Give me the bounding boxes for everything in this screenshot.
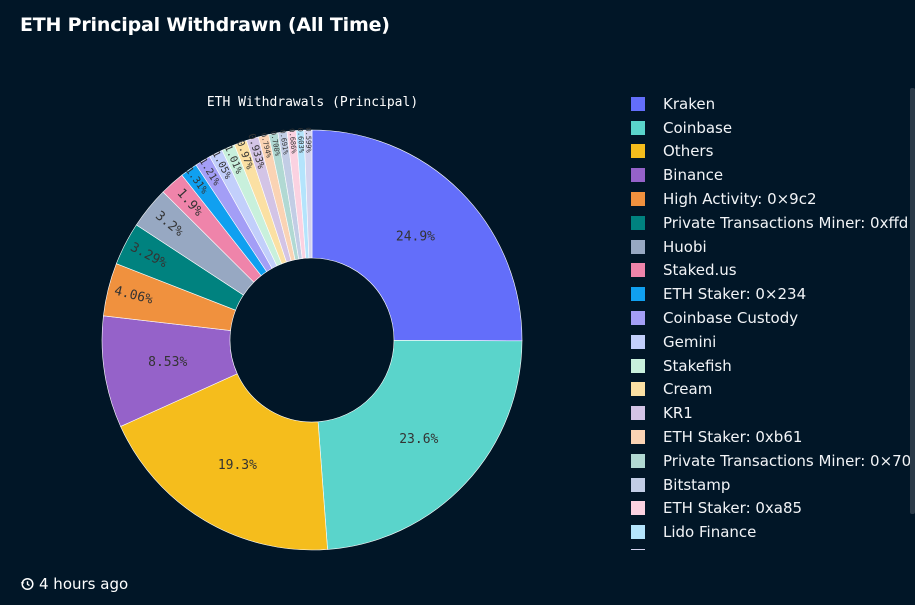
history-icon xyxy=(20,577,34,591)
legend-swatch xyxy=(631,215,645,230)
legend-label: Coinbase Custody xyxy=(663,309,799,328)
legend-swatch xyxy=(631,430,645,445)
legend-item[interactable]: High Activity: 0×9c2 xyxy=(628,187,915,211)
legend-swatch xyxy=(631,120,645,135)
legend-swatch xyxy=(631,382,645,397)
legend-swatch xyxy=(631,239,645,254)
panel-title: ETH Principal Withdrawn (All Time) xyxy=(20,14,390,36)
legend-swatch xyxy=(631,477,645,492)
legend-swatch xyxy=(631,311,645,326)
legend-label: ETH Staker: 0xa85 xyxy=(663,499,803,518)
slice-label-1: 23.6% xyxy=(399,432,438,447)
legend-swatch xyxy=(631,168,645,183)
slice-label-19: 0.599% xyxy=(304,127,312,153)
legend-item[interactable]: ETH Staker: 0×234 xyxy=(628,282,915,306)
legend-label: Private Transactions Miner: 0xffd xyxy=(663,213,909,232)
legend-item[interactable]: Bitstamp xyxy=(628,473,915,497)
slice-1[interactable] xyxy=(317,340,523,550)
legend-item[interactable]: Lido Finance xyxy=(628,520,915,544)
legend-swatch xyxy=(631,287,645,302)
legend-label: Cream xyxy=(663,380,713,399)
slice-label-0: 24.9% xyxy=(396,229,435,244)
legend-item[interactable]: Kraken xyxy=(628,92,915,116)
legend-item[interactable]: Binance xyxy=(628,163,915,187)
legend-item[interactable]: Others xyxy=(628,140,915,164)
legend-item[interactable]: ETH Staker: 0xa85 xyxy=(628,497,915,521)
legend-swatch xyxy=(631,406,645,421)
legend-label: High Activity: 0×9c2 xyxy=(663,190,817,209)
legend-label: Lido Finance xyxy=(663,523,757,542)
legend-label: Kraken xyxy=(663,94,716,113)
legend-swatch xyxy=(631,96,645,111)
legend-swatch xyxy=(631,192,645,207)
legend-item[interactable]: Huobi xyxy=(628,235,915,259)
legend-swatch xyxy=(631,334,645,349)
slice-label-17: 0.686% xyxy=(287,128,298,155)
legend-label: Huobi xyxy=(663,237,707,256)
donut-chart: 24.9%23.6%19.3%8.53%4.06%3.29%3.2%1.9%1.… xyxy=(101,127,523,551)
legend-item[interactable]: Coinbase Custody xyxy=(628,306,915,330)
legend-label: Gemini xyxy=(663,332,717,351)
legend-swatch xyxy=(631,263,645,278)
slice-label-18: 0.603% xyxy=(296,127,305,153)
legend-label: Private Transactions Miner: 0×70d xyxy=(663,451,915,470)
slice-label-3: 8.53% xyxy=(148,355,187,370)
legend-label: Staked.us xyxy=(663,261,737,280)
legend-swatch xyxy=(631,453,645,468)
legend-label: ETH Staker: 0×234 xyxy=(663,285,807,304)
legend-label: Bitstamp xyxy=(663,475,731,494)
legend-item[interactable]: Coinbase xyxy=(628,116,915,140)
legend-item[interactable]: ETH Staker: 0xb61 xyxy=(628,425,915,449)
slice-label-16: 0.691% xyxy=(278,129,290,156)
chart-title: ETH Withdrawals (Principal) xyxy=(206,95,419,110)
legend-label: Binance xyxy=(663,166,724,185)
legend-label: Coinbase xyxy=(663,118,733,137)
last-updated-text: 4 hours ago xyxy=(39,575,129,593)
legend-item[interactable]: Stakefish xyxy=(628,354,915,378)
slice-0[interactable] xyxy=(311,129,523,342)
legend-swatch xyxy=(631,525,645,540)
chart-legend[interactable]: Kraken Coinbase Others Binance High Activity… xyxy=(628,92,915,550)
legend-swatch xyxy=(631,358,645,373)
legend-item[interactable]: Staked.us xyxy=(628,259,915,283)
slice-19[interactable] xyxy=(303,129,313,259)
legend-swatch xyxy=(631,549,645,550)
legend-label: ETH Staker: 0xb61 xyxy=(663,428,803,447)
legend-label: KR1 xyxy=(663,404,693,423)
legend-scrollbar[interactable] xyxy=(910,88,915,514)
legend-item[interactable]: Private Transactions Miner: 0×70d xyxy=(628,449,915,473)
last-updated: 4 hours ago xyxy=(20,575,128,593)
slice-2[interactable] xyxy=(120,373,328,551)
legend-item[interactable]: KR1 xyxy=(628,401,915,425)
legend-label: Others xyxy=(663,142,714,161)
legend-item[interactable]: Gemini xyxy=(628,330,915,354)
legend-swatch xyxy=(631,501,645,516)
legend-item[interactable]: Private Transactions Miner: 0xffd xyxy=(628,211,915,235)
legend-label: Stakefish xyxy=(663,356,732,375)
legend-item[interactable] xyxy=(628,544,915,550)
legend-swatch xyxy=(631,144,645,159)
slice-label-2: 19.3% xyxy=(218,458,257,473)
legend-item[interactable]: Cream xyxy=(628,378,915,402)
